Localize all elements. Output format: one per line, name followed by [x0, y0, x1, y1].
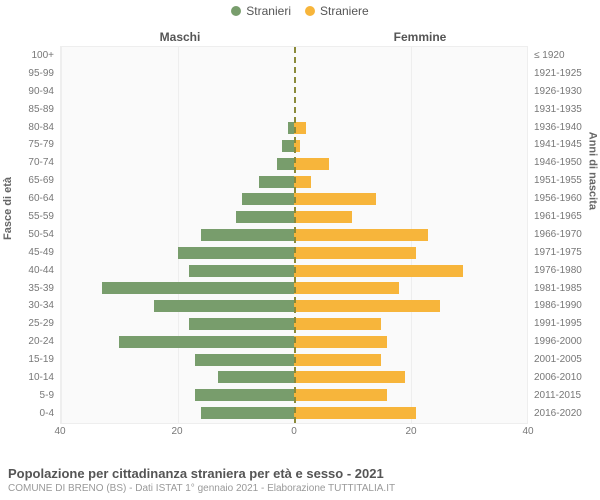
age-label: 45-49	[0, 246, 54, 260]
age-label: 65-69	[0, 174, 54, 188]
chart-title: Popolazione per cittadinanza straniera p…	[8, 466, 592, 481]
age-label: 55-59	[0, 210, 54, 224]
birth-label: 1961-1965	[534, 210, 600, 224]
birth-label: 1946-1950	[534, 156, 600, 170]
bar-female	[294, 247, 416, 259]
bar-male	[259, 176, 294, 188]
birth-label: ≤ 1920	[534, 49, 600, 63]
age-label: 85-89	[0, 103, 54, 117]
bar-male	[195, 389, 294, 401]
age-label: 15-19	[0, 353, 54, 367]
bar-female	[294, 318, 381, 330]
birth-label: 1936-1940	[534, 121, 600, 135]
age-label: 30-34	[0, 299, 54, 313]
birth-label: 1971-1975	[534, 246, 600, 260]
birth-label: 1991-1995	[534, 317, 600, 331]
bar-male	[178, 247, 295, 259]
bar-male	[189, 318, 294, 330]
age-label: 50-54	[0, 228, 54, 242]
column-header-male: Maschi	[0, 30, 300, 44]
column-headers: Maschi Femmine	[0, 30, 600, 44]
x-tick: 40	[54, 426, 65, 437]
bar-male	[102, 282, 294, 294]
birth-label: 1986-1990	[534, 299, 600, 313]
gridline	[527, 47, 528, 423]
age-label: 5-9	[0, 389, 54, 403]
birth-label: 1996-2000	[534, 335, 600, 349]
plot-area	[60, 46, 528, 424]
bar-female	[294, 265, 463, 277]
age-label: 80-84	[0, 121, 54, 135]
legend-label-female: Straniere	[320, 4, 369, 18]
birth-label: 1976-1980	[534, 264, 600, 278]
bar-female	[294, 407, 416, 419]
male-swatch	[231, 6, 241, 16]
age-label: 75-79	[0, 138, 54, 152]
bar-male	[201, 229, 294, 241]
chart-container: Stranieri Straniere Maschi Femmine Fasce…	[0, 0, 600, 500]
x-tick: 20	[405, 426, 416, 437]
age-label: 40-44	[0, 264, 54, 278]
bar-female	[294, 229, 428, 241]
legend: Stranieri Straniere	[0, 4, 600, 18]
birth-label: 1966-1970	[534, 228, 600, 242]
bar-female	[294, 389, 387, 401]
bar-female	[294, 300, 440, 312]
birth-label: 1921-1925	[534, 67, 600, 81]
center-divider	[294, 47, 296, 423]
bar-female	[294, 211, 352, 223]
age-label: 20-24	[0, 335, 54, 349]
legend-item-male: Stranieri	[231, 4, 291, 18]
birth-label: 1931-1935	[534, 103, 600, 117]
y-labels-age: 100+ 95-99 90-94 85-89 80-84 75-79 70-74 65-69 6…	[0, 49, 54, 421]
female-swatch	[305, 6, 315, 16]
bar-male	[282, 140, 294, 152]
birth-label: 2016-2020	[534, 407, 600, 421]
age-label: 0-4	[0, 407, 54, 421]
bar-female	[294, 282, 399, 294]
birth-label: 1951-1955	[534, 174, 600, 188]
age-label: 100+	[0, 49, 54, 63]
bar-male	[154, 300, 294, 312]
age-label: 70-74	[0, 156, 54, 170]
bar-female	[294, 158, 329, 170]
bar-female	[294, 354, 381, 366]
bar-female	[294, 193, 376, 205]
x-tick: 40	[522, 426, 533, 437]
age-label: 25-29	[0, 317, 54, 331]
birth-label: 1956-1960	[534, 192, 600, 206]
y-labels-birth: ≤ 1920 1921-1925 1926-1930 1931-1935 1936-19…	[534, 49, 600, 421]
column-header-female: Femmine	[300, 30, 600, 44]
bar-male	[277, 158, 294, 170]
chart-subtitle: COMUNE DI BRENO (BS) - Dati ISTAT 1° gen…	[8, 483, 592, 494]
birth-label: 2001-2005	[534, 353, 600, 367]
birth-label: 1926-1930	[534, 85, 600, 99]
age-label: 35-39	[0, 282, 54, 296]
age-label: 10-14	[0, 371, 54, 385]
birth-label: 1981-1985	[534, 282, 600, 296]
bar-male	[189, 265, 294, 277]
x-tick: 0	[291, 426, 297, 437]
age-label: 90-94	[0, 85, 54, 99]
bar-male	[242, 193, 294, 205]
age-label: 95-99	[0, 67, 54, 81]
bar-male	[218, 371, 294, 383]
bar-male	[119, 336, 294, 348]
legend-item-female: Straniere	[305, 4, 369, 18]
legend-label-male: Stranieri	[246, 4, 291, 18]
bar-female	[294, 176, 311, 188]
x-axis: 402002040	[60, 426, 528, 444]
birth-label: 2011-2015	[534, 389, 600, 403]
bar-female	[294, 371, 405, 383]
age-label: 60-64	[0, 192, 54, 206]
bar-male	[195, 354, 294, 366]
bar-male	[201, 407, 294, 419]
birth-label: 2006-2010	[534, 371, 600, 385]
x-tick: 20	[171, 426, 182, 437]
birth-label: 1941-1945	[534, 138, 600, 152]
bar-female	[294, 336, 387, 348]
chart-footer: Popolazione per cittadinanza straniera p…	[8, 466, 592, 494]
bar-male	[236, 211, 294, 223]
